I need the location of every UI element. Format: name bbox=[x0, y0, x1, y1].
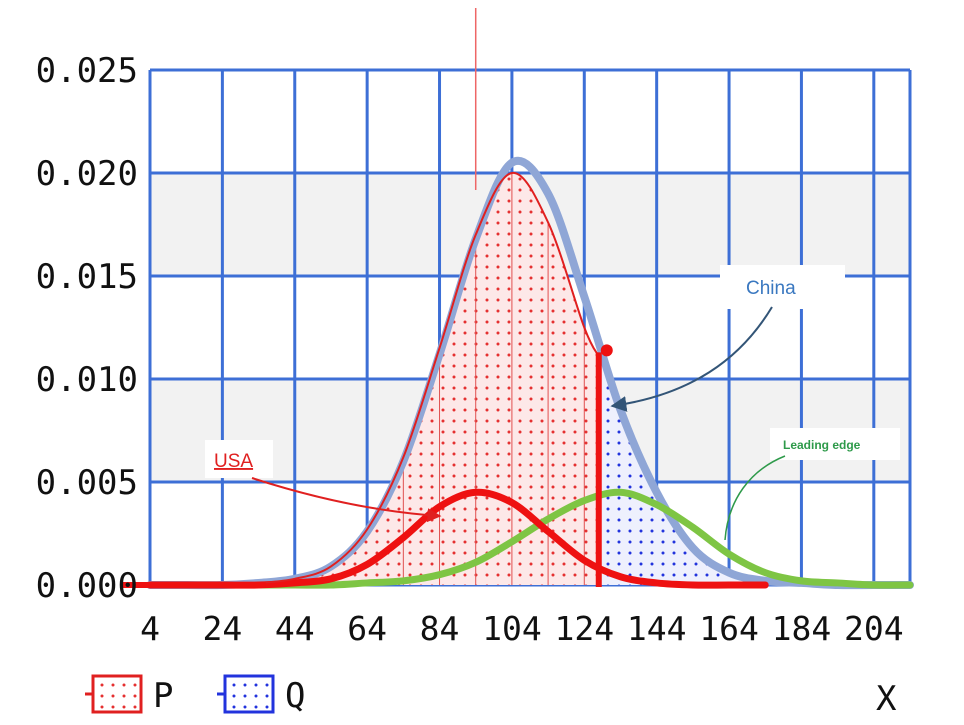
annotation-usa-arrow bbox=[251, 477, 442, 523]
x-tick-label: 144 bbox=[627, 609, 687, 648]
annotation-leading-edge-label: Leading edge bbox=[783, 438, 861, 452]
curves bbox=[122, 156, 914, 590]
shaded-regions bbox=[150, 172, 766, 586]
legend-item-q[interactable]: Q bbox=[217, 674, 305, 716]
y-tick-label: 0.015 bbox=[36, 257, 138, 297]
marker-lines bbox=[474, 8, 613, 587]
shaded-area-q bbox=[598, 356, 766, 585]
annotation-china-box bbox=[720, 265, 845, 309]
legend-item-p[interactable]: P bbox=[85, 674, 173, 716]
x-tick-label: 44 bbox=[275, 609, 315, 648]
annotation-china: China bbox=[610, 265, 845, 412]
x-tick-label: 204 bbox=[844, 609, 904, 648]
y-tick-label: 0.005 bbox=[36, 463, 138, 503]
annotation-usa-label: USA bbox=[214, 451, 253, 472]
legend: P Q bbox=[85, 674, 305, 716]
legend-swatch-p bbox=[91, 674, 143, 714]
y-tick-label: 0.000 bbox=[36, 566, 138, 606]
x-tick-label: 124 bbox=[554, 609, 614, 648]
leading-edge-curve bbox=[255, 488, 914, 589]
legend-label-p: P bbox=[153, 676, 173, 716]
x-tick-label: 64 bbox=[347, 609, 387, 648]
annotation-china-label: China bbox=[746, 278, 796, 299]
y-tick-label: 0.025 bbox=[36, 51, 138, 91]
annotation-leading-edge: Leading edge bbox=[724, 428, 900, 541]
y-tick-label: 0.010 bbox=[36, 360, 138, 400]
y-tick-labels: 0.000 0.005 0.010 0.015 0.020 0.025 bbox=[36, 51, 138, 606]
x-tick-label: 24 bbox=[203, 609, 243, 648]
x-tick-label: 104 bbox=[482, 609, 542, 648]
annotation-usa-box bbox=[205, 440, 273, 478]
annotation-usa: USA bbox=[205, 440, 442, 523]
x-tick-label: 184 bbox=[772, 609, 832, 648]
x-axis-label: X bbox=[876, 679, 897, 719]
shaded-area-p bbox=[150, 172, 599, 586]
annotation-china-arrow bbox=[610, 306, 773, 412]
divider-dot bbox=[600, 344, 613, 357]
legend-swatch-q bbox=[223, 674, 275, 714]
y-tick-label: 0.020 bbox=[36, 154, 138, 194]
x-tick-label: 164 bbox=[699, 609, 759, 648]
x-tick-label: 84 bbox=[420, 609, 460, 648]
x-tick-label: 4 bbox=[140, 609, 160, 648]
legend-label-q: Q bbox=[285, 676, 305, 716]
annotation-leading-edge-box bbox=[770, 428, 900, 460]
x-tick-labels: 4 24 44 64 84 104 124 144 164 184 204 bbox=[140, 609, 904, 648]
annotation-leading-edge-arrow bbox=[724, 455, 786, 541]
